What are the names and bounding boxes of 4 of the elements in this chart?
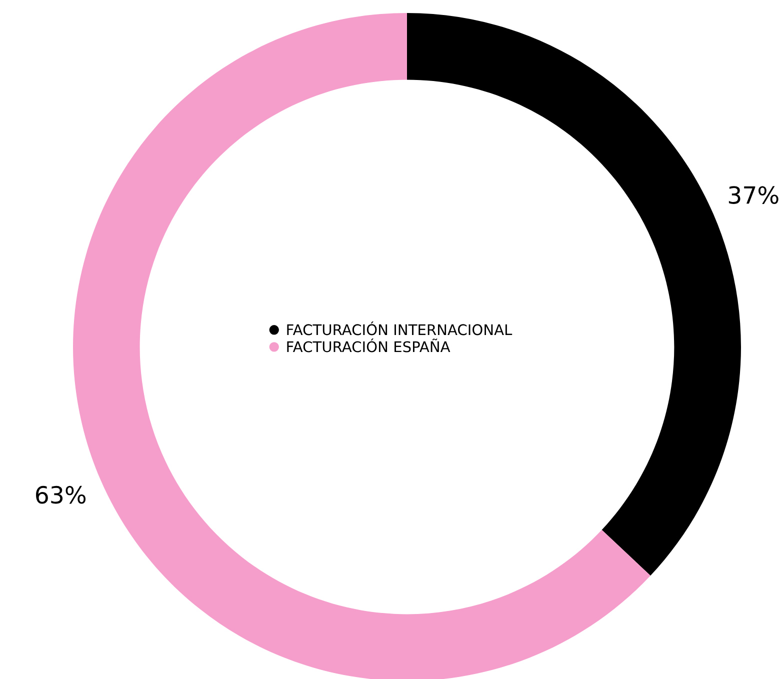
data-label: 63% [36,486,86,504]
data-label: 37% [728,186,778,204]
legend-label: FACTURACIÓN INTERNACIONAL [287,322,512,336]
legend-label: FACTURACIÓN ESPAÑA [287,338,450,352]
